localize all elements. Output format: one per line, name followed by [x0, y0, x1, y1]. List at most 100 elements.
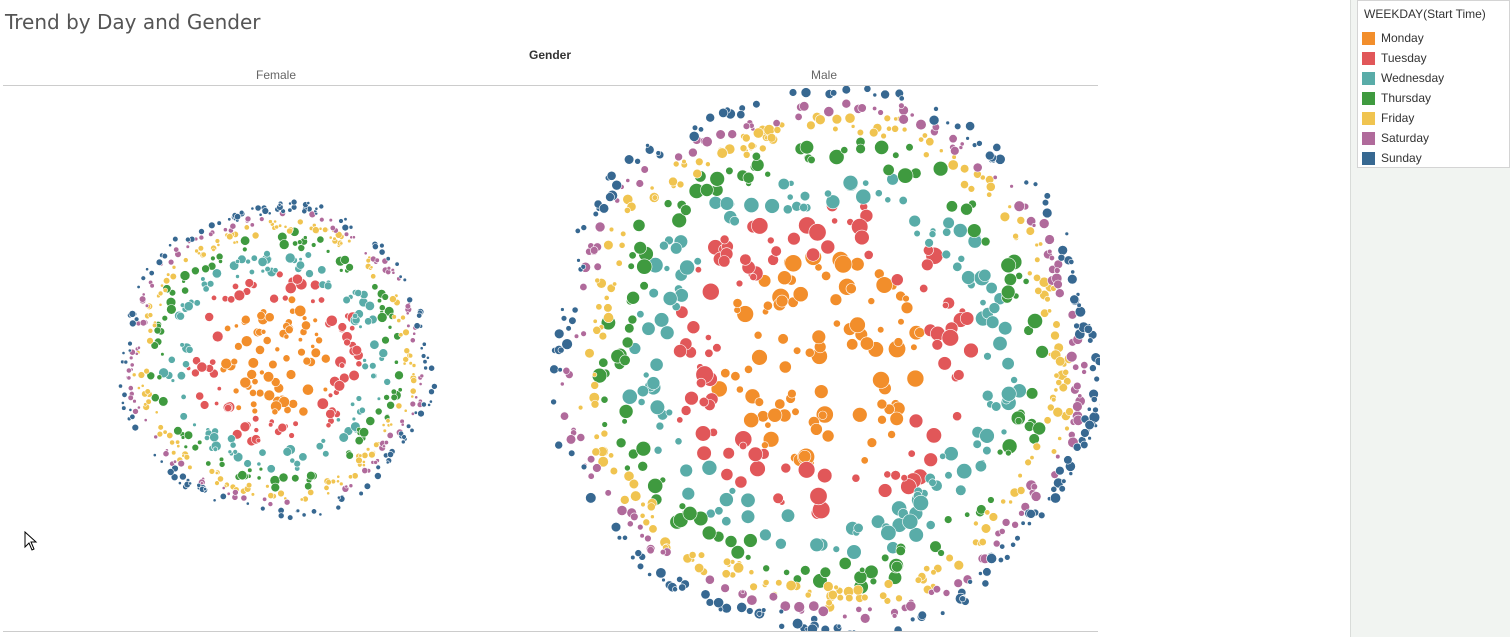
bubble-wednesday[interactable] — [978, 268, 992, 282]
bubble-saturday[interactable] — [406, 323, 411, 328]
bubble-tuesday[interactable] — [268, 422, 274, 428]
bubble-wednesday[interactable] — [952, 223, 968, 238]
bubble-saturday[interactable] — [779, 600, 791, 612]
bubble-saturday[interactable] — [915, 118, 927, 131]
bubble-wednesday[interactable] — [621, 388, 638, 405]
bubble-wednesday[interactable] — [342, 295, 351, 305]
bubble-friday[interactable] — [577, 404, 584, 411]
bubble-friday[interactable] — [1055, 356, 1066, 367]
bubble-thursday[interactable] — [601, 421, 608, 428]
bubble-saturday[interactable] — [319, 217, 325, 223]
bubble-thursday[interactable] — [394, 370, 404, 381]
bubble-wednesday[interactable] — [653, 312, 670, 328]
bubble-saturday[interactable] — [559, 411, 569, 421]
bubble-sunday[interactable] — [1087, 436, 1092, 441]
bubble-sunday[interactable] — [736, 110, 746, 120]
bubble-wednesday[interactable] — [782, 204, 793, 215]
bubble-thursday[interactable] — [183, 430, 194, 440]
bubble-sunday[interactable] — [933, 106, 939, 112]
bubble-saturday[interactable] — [391, 270, 396, 275]
bubble-friday[interactable] — [999, 211, 1011, 223]
bubble-thursday[interactable] — [1025, 387, 1039, 400]
bubble-saturday[interactable] — [720, 583, 730, 593]
bubble-wednesday[interactable] — [998, 321, 1013, 336]
bubble-wednesday[interactable] — [351, 416, 357, 422]
bubble-saturday[interactable] — [715, 129, 726, 140]
bubble-saturday[interactable] — [1046, 248, 1053, 255]
bubble-sunday[interactable] — [428, 364, 435, 372]
bubble-sunday[interactable] — [131, 423, 140, 432]
bubble-friday[interactable] — [618, 241, 626, 249]
bubble-friday[interactable] — [251, 231, 260, 240]
bubble-friday[interactable] — [410, 377, 418, 384]
bubble-friday[interactable] — [162, 287, 168, 293]
bubble-saturday[interactable] — [867, 606, 873, 612]
bubble-thursday[interactable] — [807, 155, 816, 164]
bubble-thursday[interactable] — [980, 236, 991, 247]
bubble-friday[interactable] — [850, 124, 856, 129]
bubble-friday[interactable] — [891, 124, 899, 133]
bubble-tuesday[interactable] — [890, 470, 901, 481]
bubble-saturday[interactable] — [950, 146, 960, 156]
bubble-thursday[interactable] — [302, 235, 308, 240]
bubble-thursday[interactable] — [633, 241, 647, 255]
bubble-thursday[interactable] — [376, 298, 382, 304]
bubble-tuesday[interactable] — [216, 386, 222, 392]
bubble-sunday[interactable] — [1041, 207, 1053, 219]
bubble-friday[interactable] — [883, 579, 894, 589]
bubble-monday[interactable] — [234, 342, 243, 351]
bubble-tuesday[interactable] — [212, 330, 224, 343]
bubble-saturday[interactable] — [640, 165, 649, 174]
bubble-sunday[interactable] — [592, 210, 599, 218]
bubble-monday[interactable] — [256, 311, 266, 321]
bubble-thursday[interactable] — [191, 443, 200, 452]
bubble-thursday[interactable] — [180, 435, 186, 440]
bubble-wednesday[interactable] — [942, 227, 952, 237]
bubble-sunday[interactable] — [976, 140, 983, 147]
bubble-tuesday[interactable] — [907, 449, 916, 458]
bubble-sunday[interactable] — [778, 622, 786, 630]
bubble-friday[interactable] — [200, 251, 207, 258]
bubble-thursday[interactable] — [387, 325, 393, 330]
bubble-tuesday[interactable] — [192, 356, 201, 366]
bubble-tuesday[interactable] — [863, 249, 874, 260]
bubble-wednesday[interactable] — [295, 260, 305, 270]
bubble-sunday[interactable] — [678, 583, 687, 592]
bubble-sunday[interactable] — [1069, 294, 1080, 305]
bubble-friday[interactable] — [694, 562, 705, 573]
bubble-wednesday[interactable] — [985, 282, 998, 295]
bubble-friday[interactable] — [597, 456, 609, 468]
bubble-sunday[interactable] — [172, 236, 179, 243]
bubble-friday[interactable] — [171, 265, 177, 270]
bubble-saturday[interactable] — [221, 486, 226, 490]
bubble-thursday[interactable] — [161, 315, 169, 322]
bubble-sunday[interactable] — [216, 220, 222, 226]
bubble-monday[interactable] — [720, 368, 731, 379]
bubble-thursday[interactable] — [183, 444, 189, 449]
bubble-saturday[interactable] — [244, 215, 252, 223]
bubble-wednesday[interactable] — [740, 509, 756, 524]
bubble-friday[interactable] — [322, 226, 329, 233]
bubble-friday[interactable] — [822, 581, 834, 592]
bubble-tuesday[interactable] — [952, 411, 962, 422]
bubble-monday[interactable] — [736, 305, 754, 323]
bubble-friday[interactable] — [147, 328, 154, 334]
bubble-friday[interactable] — [268, 219, 273, 224]
bubble-sunday[interactable] — [560, 315, 568, 322]
bubble-sunday[interactable] — [1072, 442, 1082, 452]
bubble-sunday[interactable] — [128, 310, 137, 318]
bubble-sunday[interactable] — [788, 88, 798, 97]
bubble-saturday[interactable] — [573, 333, 580, 339]
bubble-saturday[interactable] — [674, 152, 683, 162]
bubble-wednesday[interactable] — [233, 452, 244, 463]
bubble-wednesday[interactable] — [939, 452, 947, 460]
bubble-thursday[interactable] — [678, 502, 687, 510]
bubble-wednesday[interactable] — [719, 492, 734, 507]
bubble-sunday[interactable] — [258, 212, 263, 217]
bubble-friday[interactable] — [143, 402, 148, 407]
bubble-tuesday[interactable] — [739, 253, 752, 266]
bubble-saturday[interactable] — [589, 246, 599, 255]
bubble-sunday[interactable] — [1074, 306, 1086, 318]
bubble-friday[interactable] — [804, 591, 812, 599]
bubble-friday[interactable] — [1050, 448, 1058, 455]
